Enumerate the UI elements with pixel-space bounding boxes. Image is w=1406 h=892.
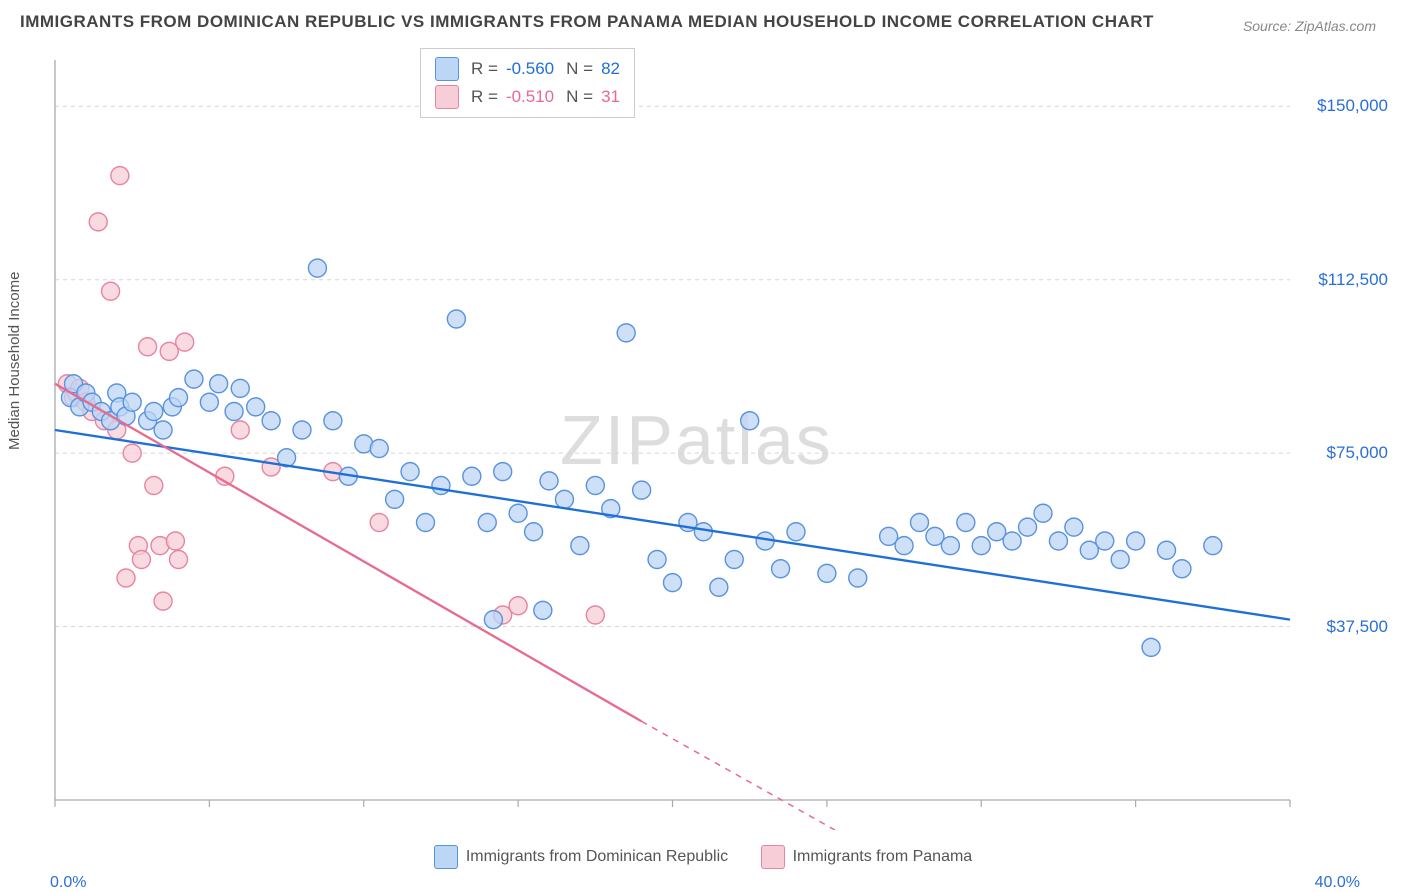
- x-axis-max: 40.0%: [1315, 874, 1360, 892]
- stat-value-r: -0.510: [506, 87, 554, 107]
- y-axis-label: Median Household Income: [6, 272, 23, 450]
- bottom-legend: Immigrants from Dominican Republic Immig…: [0, 845, 1406, 874]
- legend-item: Immigrants from Dominican Republic: [434, 845, 728, 869]
- y-tick-label: $150,000: [1317, 96, 1388, 116]
- scatter-chart: [50, 50, 1360, 830]
- stat-label-n: N =: [566, 87, 593, 107]
- legend-stats-row: R = -0.560 N = 82: [435, 55, 620, 83]
- legend-swatch-icon: [435, 85, 459, 109]
- chart-title: IMMIGRANTS FROM DOMINICAN REPUBLIC VS IM…: [20, 12, 1154, 32]
- legend-swatch-icon: [761, 845, 785, 869]
- stat-label-n: N =: [566, 59, 593, 79]
- legend-item: Immigrants from Panama: [761, 845, 973, 869]
- y-tick-label: $112,500: [1318, 270, 1388, 290]
- source-label: Source: ZipAtlas.com: [1243, 18, 1376, 34]
- legend-label: Immigrants from Panama: [793, 848, 973, 866]
- stat-value-n: 31: [601, 87, 620, 107]
- y-tick-label: $75,000: [1327, 443, 1388, 463]
- legend-stats-box: R = -0.560 N = 82 R = -0.510 N = 31: [420, 48, 635, 118]
- legend-swatch-icon: [435, 57, 459, 81]
- stat-label-r: R =: [471, 59, 498, 79]
- legend-label: Immigrants from Dominican Republic: [466, 848, 728, 866]
- legend-stats-row: R = -0.510 N = 31: [435, 83, 620, 111]
- x-axis-min: 0.0%: [50, 874, 86, 892]
- y-tick-label: $37,500: [1327, 617, 1388, 637]
- legend-swatch-icon: [434, 845, 458, 869]
- stat-value-r: -0.560: [506, 59, 554, 79]
- stat-value-n: 82: [601, 59, 620, 79]
- stat-label-r: R =: [471, 87, 498, 107]
